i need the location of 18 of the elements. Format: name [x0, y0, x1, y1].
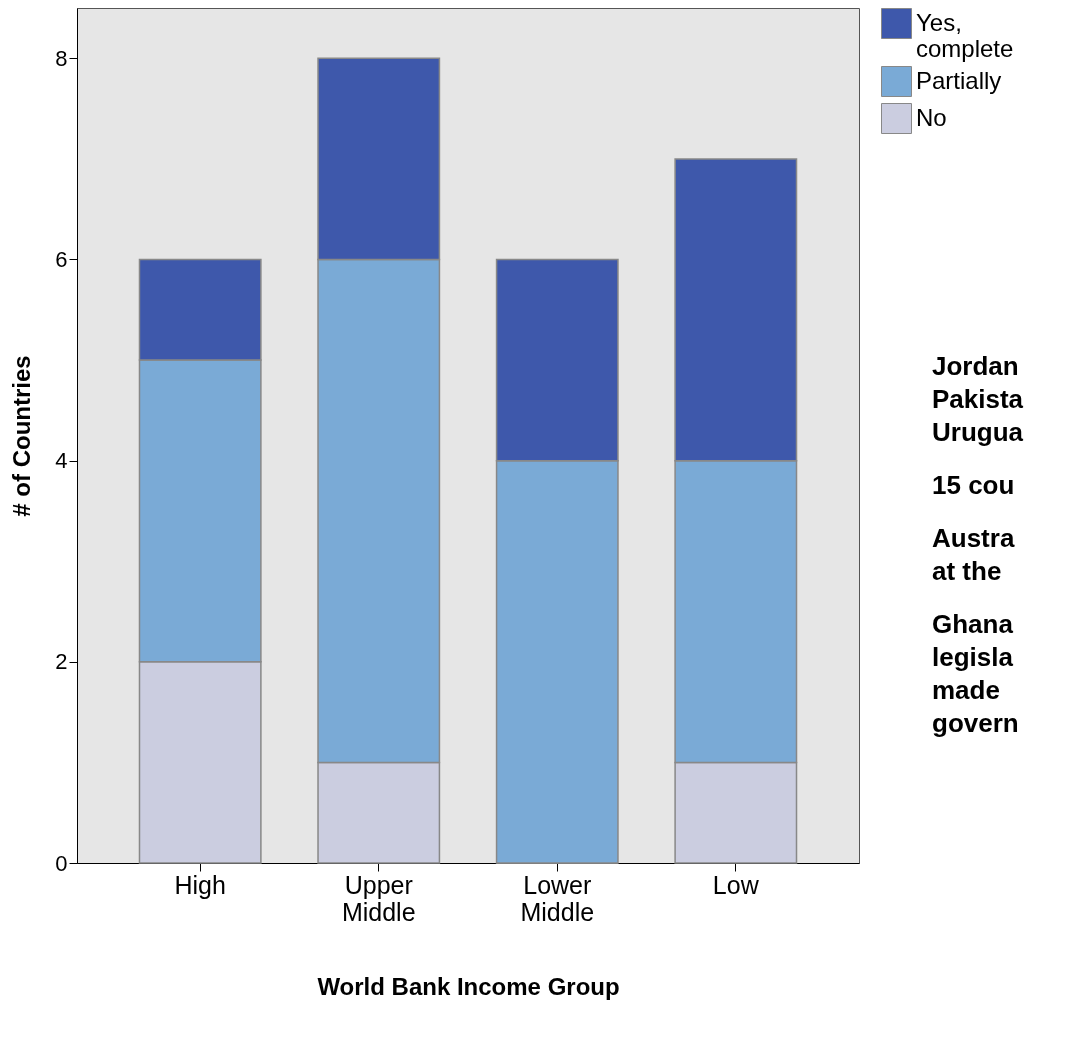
x-axis-title: World Bank Income Group — [317, 972, 620, 1000]
y-axis-title: # of Countries — [8, 355, 36, 517]
y-tick-label: 8 — [55, 45, 68, 71]
x-tick-label: Upper Middle — [341, 870, 416, 926]
text: Jordan Pakista Urugua — [932, 350, 1024, 449]
legend-label: No — [916, 103, 947, 131]
y-tick-label: 6 — [55, 246, 68, 272]
text: Ghana legisla made govern — [932, 608, 1020, 740]
legend-label: Yes, complete — [916, 8, 1014, 62]
text: 15 cou — [932, 469, 1016, 502]
legend-label: Partially — [916, 66, 1002, 94]
y-tick-label: 4 — [55, 448, 68, 474]
x-tick-label: Lower Middle — [520, 870, 595, 926]
x-tick-label: Low — [712, 870, 760, 899]
y-tick-label: 0 — [55, 850, 68, 876]
y-tick-label: 2 — [55, 649, 68, 675]
x-tick-label: High — [174, 870, 226, 899]
text: Austra at the — [932, 522, 1016, 588]
